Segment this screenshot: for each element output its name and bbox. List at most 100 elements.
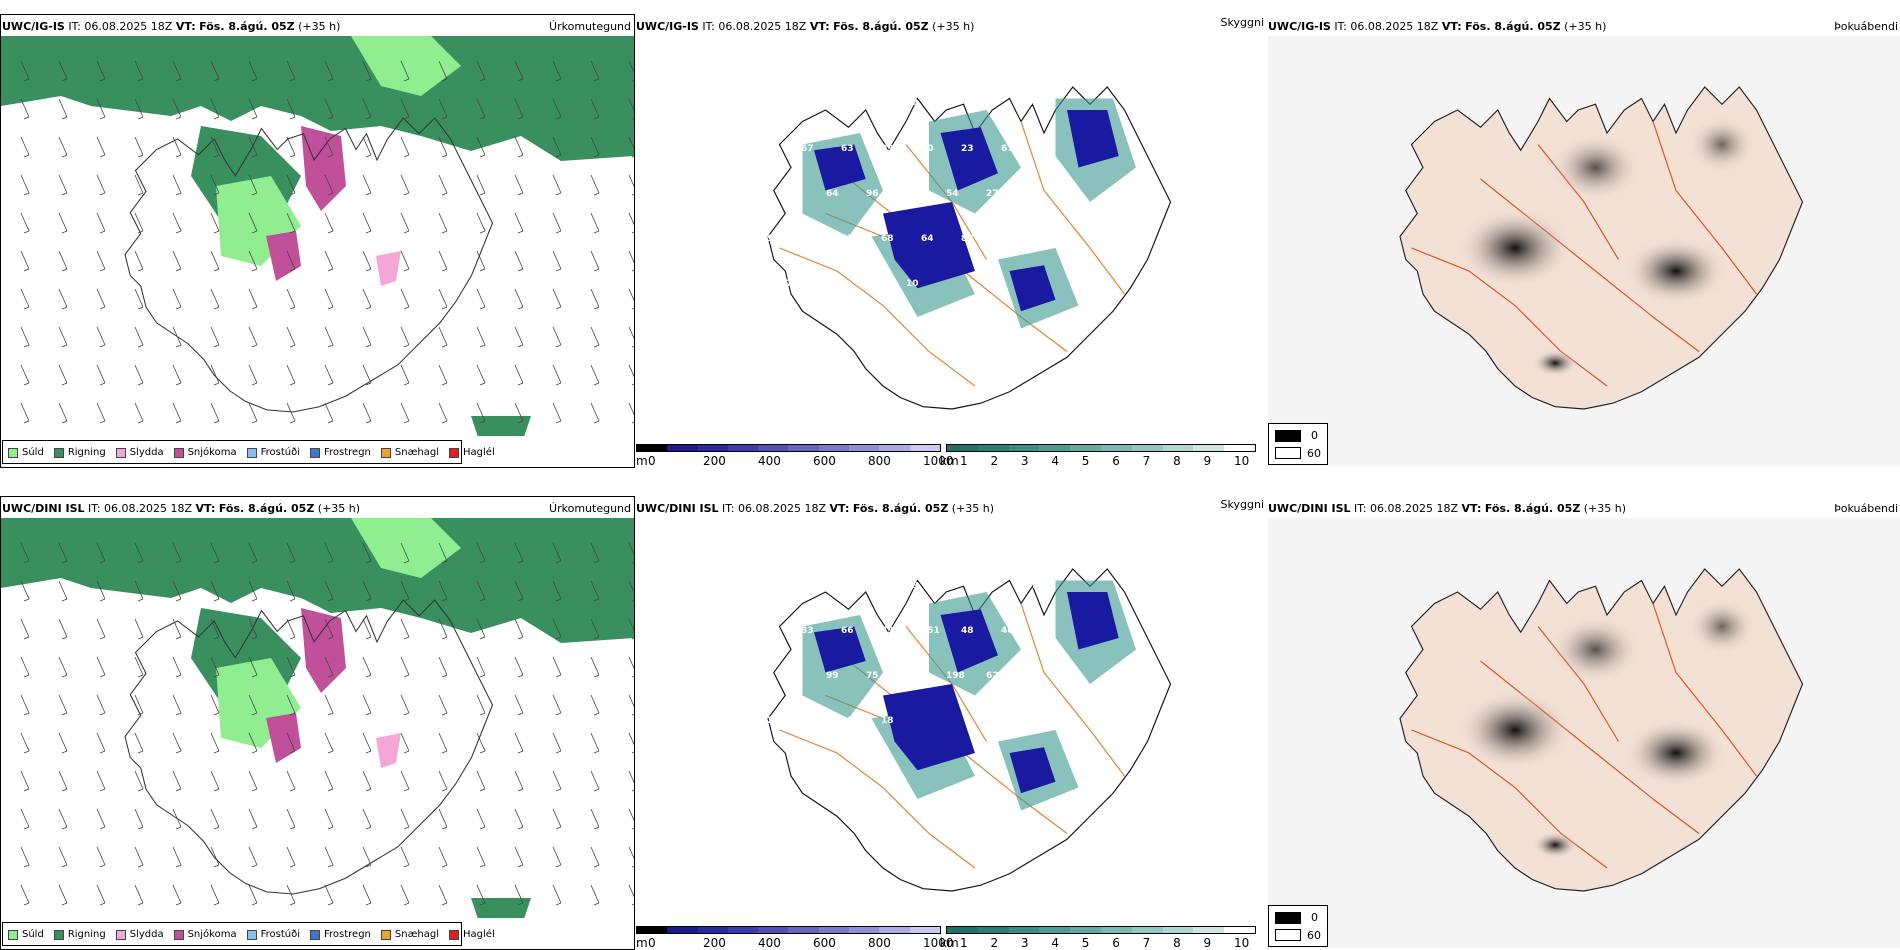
wind-barb [590,364,600,386]
legend-swatch [449,447,460,458]
wind-barb [400,136,410,158]
wind-barb [628,136,634,158]
wind-barb [476,846,486,868]
legend-swatch [173,929,184,940]
it-value: 06.08.2025 18Z [1350,20,1439,33]
legend-item: Frostregn [310,929,371,940]
cloud-base-value: 41 [801,234,814,244]
wind-barb [172,694,182,716]
wind-barb [514,250,524,272]
wind-barb [590,694,600,716]
wind-barb [476,770,486,792]
visibility-scale-tick: 5 [1081,936,1090,950]
cloud-base-value: 63 [786,671,799,681]
cloud-base-value: 181 [746,279,765,289]
wind-barb [362,694,372,716]
wind-barb [210,136,220,158]
wind-barb [628,288,634,310]
legend-label: Snjókoma [187,929,237,940]
wind-barb [58,402,68,424]
it-label: IT: [88,502,101,515]
wind-barb [58,288,68,310]
wind-barb [134,288,144,310]
wind-barb [362,580,372,602]
wind-barb [476,212,486,234]
rain-blob-south [471,416,531,436]
wind-barb [20,250,30,272]
legend-swatch [53,447,64,458]
wind-barb [134,618,144,640]
legend-swatch [173,447,184,458]
wind-barb [210,732,220,754]
legend-item: Frostúði [246,447,300,458]
wind-barb [400,364,410,386]
cloud-scale-bar [636,926,941,934]
wind-barb [400,60,410,82]
visibility-scale-tick: 2 [990,454,999,468]
wind-barb [552,364,562,386]
wind-barb [324,808,334,830]
wind-barb [552,694,562,716]
wind-barb [134,542,144,564]
wind-barb [58,846,68,868]
wind-barb [286,694,296,716]
wind-barb [248,174,258,196]
wind-barb [400,808,410,830]
wind-barb [324,288,334,310]
wind-barb [400,618,410,640]
cloud-scale-tick: 800 [868,454,891,468]
vt-value: Fös. 8.ágú. 05Z [218,502,315,515]
lead-time: (+35 h) [317,502,361,515]
fog-patch [1532,831,1579,859]
wind-barb [476,60,486,82]
cloud-base-value: 93 [1041,144,1054,154]
wind-barb [96,732,106,754]
cloud-base-value: 60 [786,581,799,591]
fog-patch [1624,718,1728,788]
cloud-base-value: 46 [1001,626,1014,636]
wind-barb [552,326,562,348]
wind-barb [58,884,68,906]
cloud-visibility-panel: UWC/DINI ISL IT: 06.08.2025 18Z VT: Fös.… [636,490,1266,950]
wind-barb [96,808,106,830]
precip-title: Úrkomutegund [549,502,631,515]
cloud-base-value: 75 [866,671,879,681]
cloud-base-value: 71 [906,189,919,199]
wind-barb [438,212,448,234]
fog-legend: 0 60 [1268,423,1328,465]
wind-barb [552,656,562,678]
cloud-base-value: 64 [921,234,934,244]
cloud-base-value: 62 [1026,581,1039,591]
legend-item: Rigning [53,929,106,940]
wind-barb [20,212,30,234]
wind-barb [476,250,486,272]
wind-barb [400,542,410,564]
wind-barb [324,136,334,158]
wind-barb [590,60,600,82]
wind-barb [400,732,410,754]
wind-barb [438,136,448,158]
cloud-base-value: 99 [826,671,839,681]
wind-barb [210,618,220,640]
wind-barb [438,732,448,754]
wind-barb [362,770,372,792]
it-label: IT: [68,20,81,33]
wind-barb [628,694,634,716]
fog-map [1268,518,1900,948]
fog-legend-dark-label: 0 [1311,911,1318,924]
visibility-scale-tick: 6 [1112,936,1120,950]
wind-barb [96,136,106,158]
wind-barb [210,326,220,348]
wind-barb [20,694,30,716]
wind-barb [514,580,524,602]
wind-barbs [20,542,634,906]
wind-barb [172,808,182,830]
legend-item: Snjókoma [173,447,237,458]
cloud-base-value: 44 [946,581,959,591]
legend-label: Súld [22,447,44,458]
legend-swatch [246,447,257,458]
wind-barb [362,808,372,830]
wind-barb [552,60,562,82]
wind-barb [96,326,106,348]
precip-title: Úrkomutegund [549,20,631,33]
